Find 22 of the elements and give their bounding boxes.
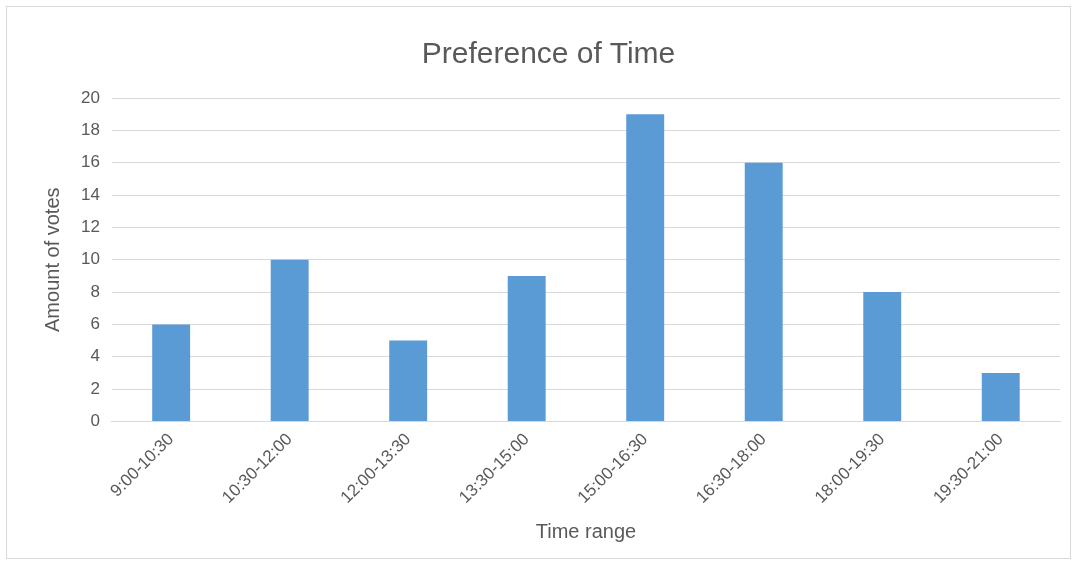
y-tick-label: 10 xyxy=(80,249,100,269)
y-tick-label: 0 xyxy=(90,411,100,431)
y-tick-label: 6 xyxy=(90,314,100,334)
bar xyxy=(270,259,309,421)
chart-title: Preference of Time xyxy=(421,36,676,70)
y-tick-label: 12 xyxy=(80,217,100,237)
y-tick-label: 20 xyxy=(80,87,100,107)
bar xyxy=(389,340,428,421)
bar xyxy=(152,324,191,421)
y-tick-label: 16 xyxy=(80,152,100,172)
y-tick-label: 14 xyxy=(80,184,100,204)
x-axis-title: Time range xyxy=(535,519,637,542)
bar xyxy=(507,275,546,421)
y-tick-label: 4 xyxy=(90,346,100,366)
bar xyxy=(744,162,783,421)
bar xyxy=(863,292,902,421)
y-tick-label: 2 xyxy=(90,378,100,398)
bar xyxy=(981,372,1020,421)
y-axis-title: Amount of votes xyxy=(40,187,63,332)
y-tick-label: 18 xyxy=(80,120,100,140)
y-tick-label: 8 xyxy=(90,281,100,301)
bar xyxy=(626,114,665,421)
